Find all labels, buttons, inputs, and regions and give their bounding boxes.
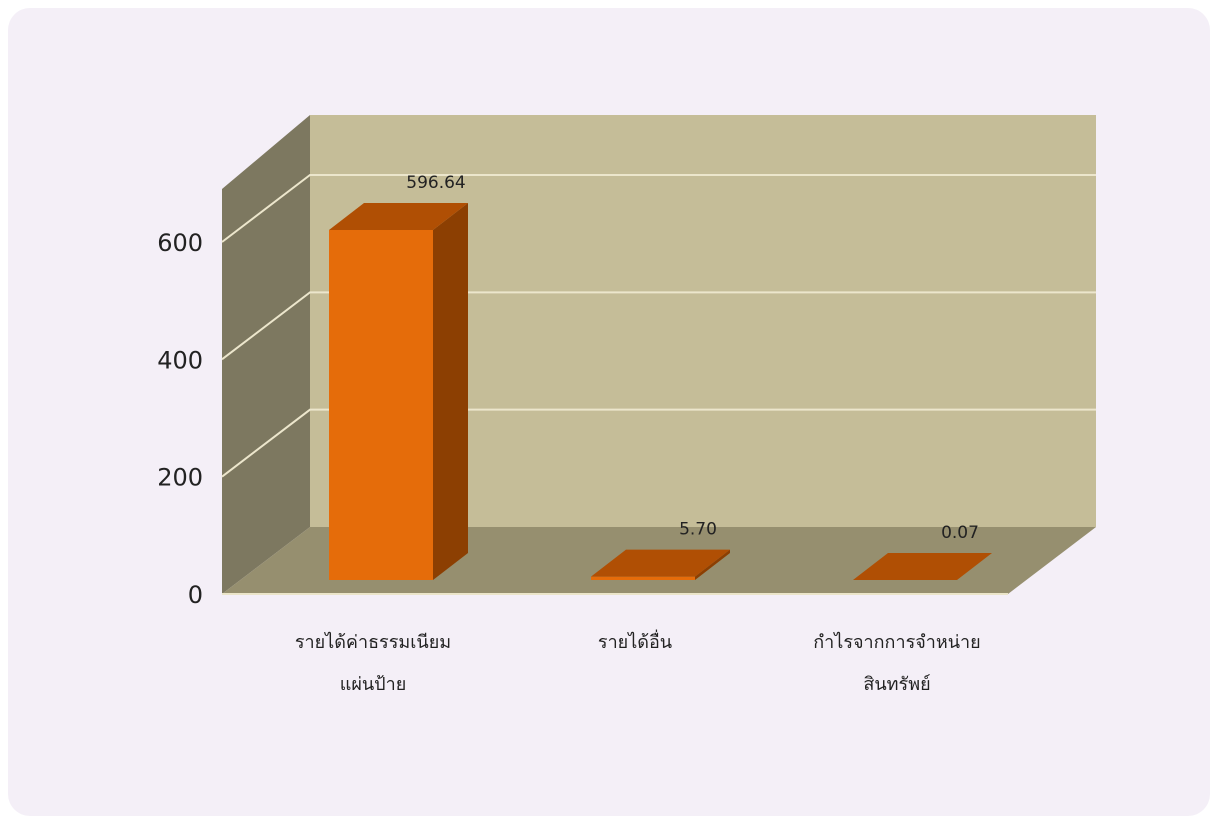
x-category-label: กำไรจากการจำหน่าย: [813, 631, 980, 653]
x-category-label: รายได้ค่าธรรมเนียม: [295, 631, 451, 653]
side-wall: [222, 115, 310, 594]
bar-side: [957, 552, 992, 580]
data-label: 596.64: [406, 173, 465, 193]
bar-side: [695, 549, 730, 580]
bar-top: [329, 202, 468, 230]
x-category-label: สินทรัพย์: [863, 674, 930, 695]
y-tick-label: 600: [157, 229, 203, 257]
gridline: [221, 291, 1096, 361]
y-tick-label: 200: [157, 464, 203, 492]
y-tick-label: 0: [188, 581, 203, 609]
bar-top: [591, 549, 730, 577]
back-wall: [310, 115, 1096, 527]
data-label: 0.07: [941, 523, 979, 543]
x-category-label: รายได้อื่น: [598, 629, 672, 653]
y-tick-label: 400: [157, 346, 203, 374]
gridline: [221, 174, 1096, 243]
bar: [329, 229, 433, 581]
bar: [591, 576, 695, 580]
data-label: 5.70: [679, 520, 717, 540]
x-category-label: แผ่นป้าย: [340, 674, 407, 695]
bar-top: [853, 552, 992, 580]
gridline: [221, 408, 1096, 478]
bar-side: [433, 202, 468, 581]
